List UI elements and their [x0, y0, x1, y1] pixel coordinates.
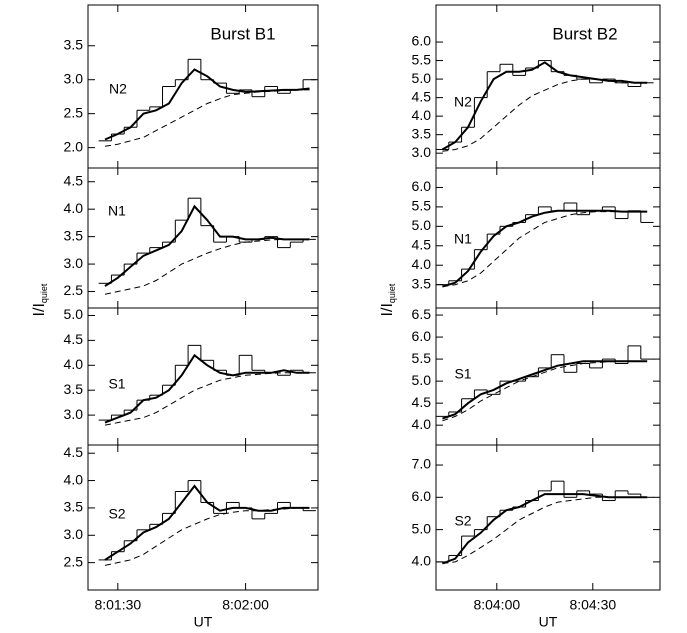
- y-tick-label: 3.0: [64, 526, 84, 542]
- y-tick-label: 7.0: [412, 456, 432, 472]
- y-tick-label: 6.0: [412, 488, 432, 504]
- panel-frame: [87, 444, 319, 591]
- y-tick-label: 2.5: [64, 104, 84, 120]
- y-tick-label: 6.5: [412, 306, 432, 322]
- y-tick-label: 5.0: [412, 372, 432, 388]
- dashed-line: [104, 507, 310, 566]
- x-tick-label: 8:01:30: [94, 597, 141, 613]
- y-tick-label: 6.0: [412, 33, 432, 49]
- y-tick-label: 4.0: [412, 256, 432, 272]
- y-tick-label: 4.0: [412, 416, 432, 432]
- y-tick-label: 4.5: [412, 394, 432, 410]
- y-tick-label: 4.0: [64, 471, 84, 487]
- y-tick-label: 2.5: [64, 282, 84, 298]
- y-tick-label: 3.5: [64, 36, 84, 52]
- y-tick-label: 5.5: [412, 51, 432, 67]
- y-tick-label: 3.5: [64, 381, 84, 397]
- x-tick-label: 8:04:30: [569, 597, 616, 613]
- y-tick-label: 5.0: [412, 217, 432, 233]
- y-tick-label: 6.0: [412, 328, 432, 344]
- dashed-line: [442, 211, 648, 288]
- y-tick-label: 4.5: [412, 88, 432, 104]
- y-axis-label-main: I/I: [379, 303, 396, 316]
- y-tick-label: 3.0: [64, 70, 84, 86]
- y-tick-label: 4.5: [64, 331, 84, 347]
- y-tick-label: 5.5: [412, 350, 432, 366]
- smooth-line: [442, 360, 648, 420]
- panel-frame: [435, 4, 661, 169]
- panel-label: N1: [454, 231, 472, 247]
- dashed-line: [104, 89, 310, 147]
- y-tick-label: 4.5: [412, 236, 432, 252]
- x-axis-label: UT: [539, 614, 558, 630]
- panel-title: Burst B2: [552, 24, 617, 43]
- smooth-line: [441, 61, 648, 151]
- x-axis-label: UT: [194, 614, 213, 630]
- y-tick-label: 5.0: [412, 70, 432, 86]
- y-axis-label: I/Iquiet: [31, 283, 49, 316]
- dashed-line: [104, 372, 310, 426]
- smooth-line: [442, 209, 648, 288]
- panel-label: S2: [454, 513, 471, 529]
- smooth-line: [104, 204, 310, 287]
- y-tick-label: 2.0: [64, 138, 84, 154]
- y-tick-label: 2.5: [64, 553, 84, 569]
- panel-label: N2: [109, 81, 127, 97]
- panel-label: N1: [108, 203, 126, 219]
- y-tick-label: 4.5: [64, 444, 84, 460]
- dashed-line: [442, 78, 648, 152]
- y-tick-label: 3.0: [412, 144, 432, 160]
- panel-label: S1: [454, 366, 471, 382]
- panel-label: S1: [108, 376, 125, 392]
- y-tick-label: 3.5: [64, 499, 84, 515]
- smooth-line: [104, 68, 310, 141]
- dashed-line: [104, 238, 310, 295]
- panel-frame: [435, 444, 661, 591]
- y-tick-label: 4.0: [64, 200, 84, 216]
- y-axis-label-sub: quiet: [39, 283, 49, 303]
- y-tick-label: 3.5: [412, 125, 432, 141]
- y-tick-label: 3.5: [412, 275, 432, 291]
- y-tick-label: 4.0: [412, 107, 432, 123]
- smooth-line: [104, 484, 310, 561]
- panel-label: S2: [108, 506, 125, 522]
- dashed-line: [442, 360, 648, 422]
- y-tick-label: 3.0: [64, 406, 84, 422]
- x-tick-label: 8:04:00: [473, 597, 520, 613]
- y-tick-label: 5.5: [412, 198, 432, 214]
- panel-title: Burst B1: [210, 24, 275, 43]
- y-tick-label: 4.0: [412, 553, 432, 569]
- y-tick-label: 3.0: [64, 255, 84, 271]
- panel-frame: [87, 167, 319, 309]
- y-tick-label: 5.0: [412, 520, 432, 536]
- y-axis-label-sub: quiet: [387, 283, 397, 303]
- y-tick-label: 6.0: [412, 178, 432, 194]
- y-axis-label-main: I/I: [31, 303, 48, 316]
- y-tick-label: 4.5: [64, 172, 84, 188]
- smooth-line: [442, 493, 648, 565]
- y-axis-label: I/Iquiet: [379, 283, 397, 316]
- y-tick-label: 5.0: [64, 306, 84, 322]
- panel-label: N2: [454, 94, 472, 110]
- dashed-line: [442, 496, 648, 564]
- x-tick-label: 8:02:00: [222, 597, 269, 613]
- y-tick-label: 4.0: [64, 356, 84, 372]
- smooth-line: [104, 353, 310, 424]
- y-tick-label: 3.5: [64, 227, 84, 243]
